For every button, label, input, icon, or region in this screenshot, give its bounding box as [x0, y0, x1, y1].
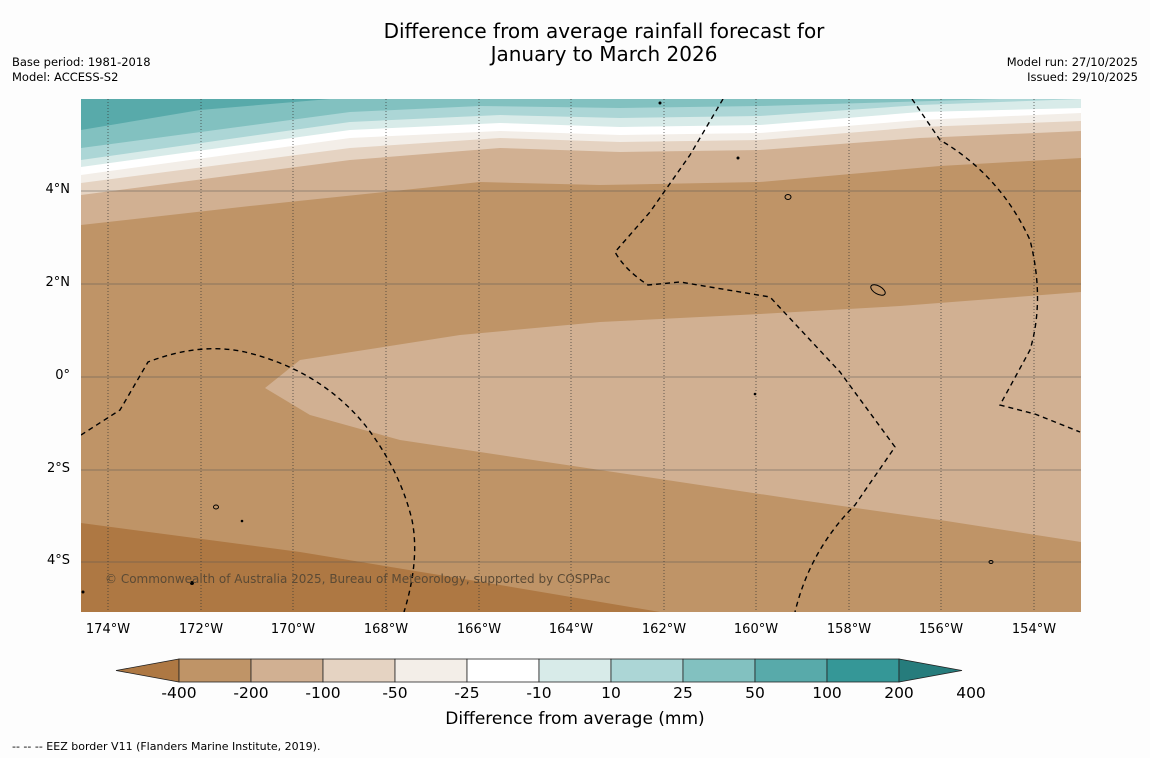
base-period: Base period: 1981-2018 [12, 55, 151, 69]
colorbar-tick-label: -25 [454, 684, 480, 702]
colorbar-tick-label: -10 [526, 684, 552, 702]
lat-label: 4°N [45, 182, 71, 197]
colorbar-extend-low [115, 658, 180, 683]
island [753, 392, 757, 396]
model-name: Model: ACCESS-S2 [12, 70, 119, 84]
band-minus-100-equator [265, 292, 1081, 542]
islands [81, 101, 994, 594]
copyright-note: © Commonwealth of Australia 2025, Bureau… [105, 572, 611, 586]
colorbar-tick-label: -200 [233, 684, 269, 702]
lon-label: 164°W [548, 622, 594, 637]
model-run: Model run: 27/10/2025 [1006, 55, 1138, 69]
lat-label: 4°S [46, 553, 70, 568]
lat-label: 2°S [46, 461, 70, 476]
lat-label: 2°N [45, 275, 71, 290]
colorbar-segment [754, 658, 828, 683]
eez-border-central [614, 99, 896, 612]
island [784, 194, 792, 200]
colorbar-tick-label: 50 [745, 684, 765, 702]
lon-label: 162°W [641, 622, 687, 637]
latitude-gridlines [81, 190, 1081, 563]
colorbar-tick-label: 400 [956, 684, 986, 702]
lon-label: 156°W [918, 622, 964, 637]
eez-footnote: -- -- -- EEZ border V11 (Flanders Marine… [12, 740, 321, 753]
colorbar-segment [250, 658, 324, 683]
meta-right: Model run: 27/10/2025 Issued: 29/10/2025 [1007, 55, 1138, 85]
lon-label: 174°W [85, 622, 131, 637]
band-plus-50 [81, 99, 1000, 148]
colorbar-segment [826, 658, 900, 683]
meta-left: Base period: 1981-2018 Model: ACCESS-S2 [12, 55, 151, 85]
colorbar [115, 658, 963, 683]
colorbar-title: Difference from average (mm) [445, 709, 705, 729]
island [240, 519, 244, 523]
colorbar-segment [322, 658, 396, 683]
colorbar-tick-label: 200 [884, 684, 914, 702]
island [736, 156, 740, 160]
band-plus-100 [81, 99, 330, 130]
title-line-1: Difference from average rainfall forecas… [383, 19, 825, 43]
colorbar-extend-high [898, 658, 963, 683]
lon-label: 166°W [456, 622, 502, 637]
eez-border-east [911, 99, 1081, 433]
island [213, 504, 219, 510]
lon-label: 154°W [1011, 622, 1057, 637]
island [988, 560, 994, 564]
island [81, 590, 85, 594]
title-line-2: January to March 2026 [490, 42, 718, 66]
island [658, 101, 662, 105]
colorbar-segment [682, 658, 756, 683]
lon-label: 158°W [826, 622, 872, 637]
eez-borders [81, 99, 1081, 612]
colorbar-tick-label: 25 [673, 684, 693, 702]
lon-label: 168°W [363, 622, 409, 637]
colorbar-tick-label: 10 [601, 684, 621, 702]
lon-label: 170°W [270, 622, 316, 637]
island [870, 284, 886, 296]
island [190, 581, 194, 585]
colorbar-tick-label: 100 [812, 684, 842, 702]
colorbar-tick-label: -100 [305, 684, 341, 702]
colorbar-segment [538, 658, 612, 683]
rainfall-field [81, 99, 1081, 612]
chart-title: Difference from average rainfall forecas… [300, 20, 908, 66]
lon-label: 160°W [733, 622, 779, 637]
colorbar-segment [178, 658, 252, 683]
colorbar-tick-label: -400 [161, 684, 197, 702]
eez-border-west [81, 347, 416, 612]
colorbar-segment [394, 658, 468, 683]
lon-label: 172°W [178, 622, 224, 637]
colorbar-segment [466, 658, 540, 683]
band-minus-400 [81, 523, 660, 612]
issued-date: Issued: 29/10/2025 [1027, 70, 1138, 84]
lat-label: 0° [55, 368, 70, 383]
colorbar-segment [610, 658, 684, 683]
colorbar-tick-label: -50 [382, 684, 408, 702]
